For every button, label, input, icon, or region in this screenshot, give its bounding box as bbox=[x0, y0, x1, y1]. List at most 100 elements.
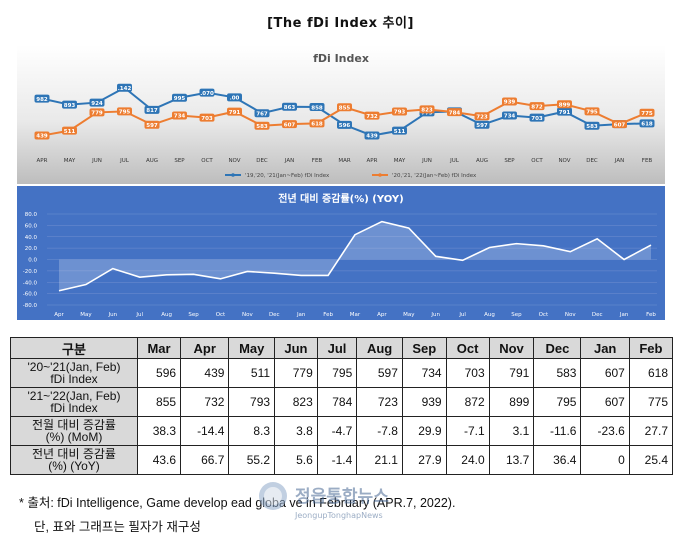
table-header-month: Feb bbox=[628, 337, 674, 359]
table-row: '21~'22(Jan, Feb) fDi Index 855 732 793 823 78… bbox=[10, 387, 674, 417]
table-cell: 27.9 bbox=[401, 445, 447, 475]
chart1-data-label: 734 bbox=[174, 114, 186, 120]
table-row: '20~'21(Jan, Feb) fDi Index 596 439 511 779 79… bbox=[10, 358, 674, 388]
page-title: [The fDi Index 추이] bbox=[267, 16, 414, 31]
chart1-data-label: 439 bbox=[36, 134, 48, 140]
chart1-data-label-box bbox=[419, 105, 435, 114]
chart1-title: fDi Index bbox=[313, 52, 369, 65]
chart1-x-tick-label: NOV bbox=[228, 158, 240, 164]
table-cell: 66.7 bbox=[180, 445, 230, 475]
chart2-y-tick-label: -20.0 bbox=[23, 269, 38, 275]
table-row-label: 전월 대비 증감률 (%) (MoM) bbox=[10, 416, 138, 446]
table-cell: 5.6 bbox=[274, 445, 318, 475]
table-header-month: Mar bbox=[136, 337, 182, 359]
chart2-x-tick-label: Sep bbox=[511, 312, 522, 318]
chart1-x-tick-label: JAN bbox=[614, 158, 624, 164]
chart1-data-label: 597 bbox=[146, 123, 158, 129]
table-cell: 775 bbox=[628, 387, 674, 417]
table-cell: -1.4 bbox=[316, 445, 358, 475]
chart1-data-label-box bbox=[144, 105, 160, 114]
chart1-data-label: 779 bbox=[91, 111, 103, 117]
chart1-data-label: 893 bbox=[64, 103, 76, 109]
chart1-x-tick-label: DEC bbox=[586, 158, 598, 164]
table-header-month: Jul bbox=[316, 337, 358, 359]
table-row: 전월 대비 증감률 (%) (MoM) 38.3 -14.4 8.3 3.8 -4.7 -7.… bbox=[10, 416, 674, 446]
chart1-data-label-box bbox=[612, 120, 627, 129]
table-header-month: Jan bbox=[580, 337, 630, 359]
chart1-x-tick-label: JUN bbox=[91, 158, 102, 164]
table-cell: 784 bbox=[316, 387, 358, 417]
chart2-x-tick-label: Nov bbox=[565, 312, 576, 318]
watermark-globe-icon bbox=[259, 482, 287, 510]
chart1-x-tick-label: JUL bbox=[449, 158, 460, 164]
table-cell: 0 bbox=[580, 445, 630, 475]
table-cell: -14.4 bbox=[180, 416, 230, 446]
chart1-data-label: 982 bbox=[36, 97, 48, 103]
chart2-x-tick-label: May bbox=[403, 312, 415, 318]
fdi-data-table: 구분 Mar Apr May Jun Jul Aug Sep Oct Nov Dec Jan Feb '… bbox=[10, 337, 674, 475]
chart1-data-label: 924 bbox=[91, 101, 103, 107]
chart1-data-label: 723 bbox=[476, 114, 488, 120]
chart1-data-label: 863 bbox=[284, 105, 296, 111]
table-cell: 24.0 bbox=[445, 445, 490, 475]
chart1-data-label: 784 bbox=[449, 110, 461, 116]
table-body: '20~'21(Jan, Feb) fDi Index 596 439 511 779 79… bbox=[10, 358, 674, 475]
chart1-data-label-box bbox=[89, 108, 105, 117]
chart1-data-label: 939 bbox=[504, 100, 516, 106]
chart1-data-label-box bbox=[144, 120, 160, 129]
table-cell: 27.7 bbox=[628, 416, 674, 446]
footnote-note: 단, 표와 그래프는 필자가 재구성 bbox=[34, 520, 201, 534]
table-cell: 795 bbox=[316, 358, 358, 388]
table-cell: 855 bbox=[136, 387, 182, 417]
table-cell: 3.8 bbox=[274, 416, 318, 446]
chart2-y-tick-label: -40.0 bbox=[23, 280, 38, 286]
chart1-data-label-box bbox=[584, 107, 600, 116]
table-cell: 43.6 bbox=[136, 445, 182, 475]
chart1-data-label: 817 bbox=[146, 108, 158, 114]
chart2-x-tick-label: Jun bbox=[108, 312, 118, 318]
table-cell: 3.1 bbox=[488, 416, 535, 446]
chart1-data-label-box bbox=[392, 126, 407, 135]
yoy-growth-area-chart: 전년 대비 증감률(%) (YOY) 80.0 60.0 40.0 20.0 0.0 -20… bbox=[17, 186, 665, 320]
table-header-month: May bbox=[228, 337, 276, 359]
chart1-data-label: 703 bbox=[531, 116, 543, 122]
chart1-data-label: 855 bbox=[339, 105, 351, 111]
table-cell: 723 bbox=[356, 387, 403, 417]
chart1-data-label-box bbox=[199, 88, 215, 97]
chart2-x-tick-label: Apr bbox=[54, 312, 64, 318]
table-cell: 8.3 bbox=[228, 416, 276, 446]
chart1-data-label-box bbox=[227, 107, 242, 116]
chart1-data-label-box bbox=[557, 100, 572, 109]
chart2-x-tick-label: Oct bbox=[216, 312, 226, 318]
table-cell: -7.1 bbox=[445, 416, 490, 446]
chart2-x-tick-label: Aug bbox=[484, 312, 495, 318]
chart1-data-label: 597 bbox=[476, 123, 488, 129]
table-cell: 13.7 bbox=[488, 445, 535, 475]
table-row-label: '21~'22(Jan, Feb) fDi Index bbox=[10, 387, 138, 417]
table-row: 전년 대비 증감률 (%) (YoY) 43.6 66.7 55.2 5.6 -1.4 21.… bbox=[10, 445, 674, 475]
chart1-data-label: 607 bbox=[614, 122, 626, 128]
chart1-data-label-box bbox=[639, 108, 655, 117]
chart1-data-label: 732 bbox=[366, 114, 378, 120]
table-cell: -4.7 bbox=[316, 416, 358, 446]
chart1-x-tick-label: JUL bbox=[119, 158, 130, 164]
table-cell: 607 bbox=[580, 387, 630, 417]
chart2-x-tick-label: Dec bbox=[269, 312, 280, 318]
chart1-legend-label: '19,'20, '21(Jan~Feb) fDi Index bbox=[245, 173, 330, 179]
table-cell: 899 bbox=[488, 387, 535, 417]
chart2-area-fill bbox=[59, 221, 651, 291]
chart1-x-tick-label: AUG bbox=[476, 158, 488, 164]
table-cell: 779 bbox=[274, 358, 318, 388]
chart1-data-label-box bbox=[89, 98, 105, 107]
chart2-x-tick-label: Feb bbox=[646, 312, 656, 318]
chart1-data-label: 858 bbox=[311, 105, 323, 111]
watermark-text: 정읍통합뉴스 bbox=[295, 486, 389, 507]
chart1-data-label: 439 bbox=[366, 134, 378, 140]
chart1-data-label: 618 bbox=[641, 122, 653, 128]
chart1-x-tick-label: NOV bbox=[558, 158, 570, 164]
chart2-y-tick-label: 40.0 bbox=[25, 235, 38, 241]
chart2-x-tick-label: May bbox=[80, 312, 92, 318]
chart1-data-label-box bbox=[337, 120, 352, 129]
chart2-x-tick-label: Aug bbox=[161, 312, 172, 318]
table-cell: 29.9 bbox=[401, 416, 447, 446]
